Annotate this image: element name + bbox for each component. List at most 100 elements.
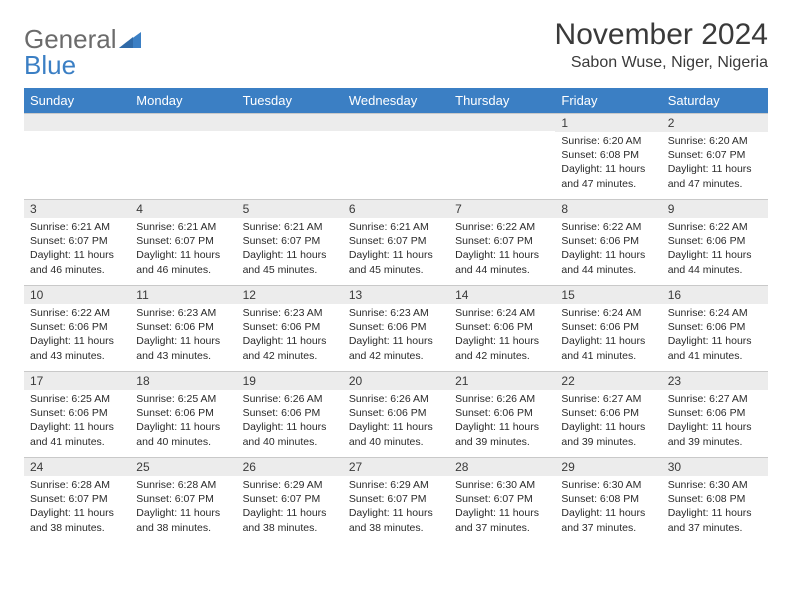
- day-details: Sunrise: 6:22 AMSunset: 6:06 PMDaylight:…: [24, 304, 130, 367]
- calendar-day-cell: [130, 114, 236, 200]
- day-number: 30: [662, 458, 768, 476]
- calendar-week-row: 17Sunrise: 6:25 AMSunset: 6:06 PMDayligh…: [24, 372, 768, 458]
- calendar-day-cell: 10Sunrise: 6:22 AMSunset: 6:06 PMDayligh…: [24, 286, 130, 372]
- day-details: Sunrise: 6:30 AMSunset: 6:07 PMDaylight:…: [449, 476, 555, 539]
- day-details: Sunrise: 6:22 AMSunset: 6:06 PMDaylight:…: [662, 218, 768, 281]
- day-number: 14: [449, 286, 555, 304]
- day-details: Sunrise: 6:29 AMSunset: 6:07 PMDaylight:…: [237, 476, 343, 539]
- calendar-day-cell: 8Sunrise: 6:22 AMSunset: 6:06 PMDaylight…: [555, 200, 661, 286]
- calendar-day-cell: 3Sunrise: 6:21 AMSunset: 6:07 PMDaylight…: [24, 200, 130, 286]
- day-details: Sunrise: 6:25 AMSunset: 6:06 PMDaylight:…: [130, 390, 236, 453]
- day-number: 3: [24, 200, 130, 218]
- day-number: 6: [343, 200, 449, 218]
- day-number: [343, 114, 449, 131]
- day-number: 22: [555, 372, 661, 390]
- day-number: [237, 114, 343, 131]
- calendar-day-cell: 22Sunrise: 6:27 AMSunset: 6:06 PMDayligh…: [555, 372, 661, 458]
- day-details: Sunrise: 6:29 AMSunset: 6:07 PMDaylight:…: [343, 476, 449, 539]
- day-number: [24, 114, 130, 131]
- day-details: Sunrise: 6:26 AMSunset: 6:06 PMDaylight:…: [343, 390, 449, 453]
- day-details: Sunrise: 6:27 AMSunset: 6:06 PMDaylight:…: [555, 390, 661, 453]
- calendar-day-cell: 23Sunrise: 6:27 AMSunset: 6:06 PMDayligh…: [662, 372, 768, 458]
- month-title: November 2024: [555, 18, 768, 52]
- calendar-day-cell: [343, 114, 449, 200]
- day-number: 23: [662, 372, 768, 390]
- day-number: 28: [449, 458, 555, 476]
- day-details: Sunrise: 6:28 AMSunset: 6:07 PMDaylight:…: [130, 476, 236, 539]
- day-details: Sunrise: 6:30 AMSunset: 6:08 PMDaylight:…: [662, 476, 768, 539]
- day-details: Sunrise: 6:20 AMSunset: 6:08 PMDaylight:…: [555, 132, 661, 195]
- calendar-day-cell: 14Sunrise: 6:24 AMSunset: 6:06 PMDayligh…: [449, 286, 555, 372]
- calendar-week-row: 10Sunrise: 6:22 AMSunset: 6:06 PMDayligh…: [24, 286, 768, 372]
- weekday-header: Friday: [555, 88, 661, 114]
- day-details: Sunrise: 6:26 AMSunset: 6:06 PMDaylight:…: [237, 390, 343, 453]
- day-number: 10: [24, 286, 130, 304]
- day-number: 19: [237, 372, 343, 390]
- calendar-day-cell: 9Sunrise: 6:22 AMSunset: 6:06 PMDaylight…: [662, 200, 768, 286]
- day-details: Sunrise: 6:20 AMSunset: 6:07 PMDaylight:…: [662, 132, 768, 195]
- weekday-header-row: SundayMondayTuesdayWednesdayThursdayFrid…: [24, 88, 768, 114]
- calendar-day-cell: 30Sunrise: 6:30 AMSunset: 6:08 PMDayligh…: [662, 458, 768, 544]
- calendar-week-row: 1Sunrise: 6:20 AMSunset: 6:08 PMDaylight…: [24, 114, 768, 200]
- day-details: Sunrise: 6:26 AMSunset: 6:06 PMDaylight:…: [449, 390, 555, 453]
- day-details: Sunrise: 6:21 AMSunset: 6:07 PMDaylight:…: [130, 218, 236, 281]
- day-details: Sunrise: 6:23 AMSunset: 6:06 PMDaylight:…: [237, 304, 343, 367]
- weekday-header: Monday: [130, 88, 236, 114]
- calendar-day-cell: 15Sunrise: 6:24 AMSunset: 6:06 PMDayligh…: [555, 286, 661, 372]
- day-number: 25: [130, 458, 236, 476]
- day-details: Sunrise: 6:24 AMSunset: 6:06 PMDaylight:…: [662, 304, 768, 367]
- calendar-day-cell: 29Sunrise: 6:30 AMSunset: 6:08 PMDayligh…: [555, 458, 661, 544]
- day-number: 12: [237, 286, 343, 304]
- day-number: 9: [662, 200, 768, 218]
- day-number: 7: [449, 200, 555, 218]
- day-details: Sunrise: 6:23 AMSunset: 6:06 PMDaylight:…: [343, 304, 449, 367]
- calendar-day-cell: 16Sunrise: 6:24 AMSunset: 6:06 PMDayligh…: [662, 286, 768, 372]
- calendar-day-cell: 5Sunrise: 6:21 AMSunset: 6:07 PMDaylight…: [237, 200, 343, 286]
- calendar-day-cell: 28Sunrise: 6:30 AMSunset: 6:07 PMDayligh…: [449, 458, 555, 544]
- weekday-header: Wednesday: [343, 88, 449, 114]
- location-label: Sabon Wuse, Niger, Nigeria: [555, 54, 768, 72]
- calendar-day-cell: 6Sunrise: 6:21 AMSunset: 6:07 PMDaylight…: [343, 200, 449, 286]
- day-details: Sunrise: 6:24 AMSunset: 6:06 PMDaylight:…: [449, 304, 555, 367]
- day-number: 17: [24, 372, 130, 390]
- day-details: Sunrise: 6:24 AMSunset: 6:06 PMDaylight:…: [555, 304, 661, 367]
- day-details: Sunrise: 6:28 AMSunset: 6:07 PMDaylight:…: [24, 476, 130, 539]
- calendar-day-cell: 21Sunrise: 6:26 AMSunset: 6:06 PMDayligh…: [449, 372, 555, 458]
- calendar-week-row: 24Sunrise: 6:28 AMSunset: 6:07 PMDayligh…: [24, 458, 768, 544]
- day-number: 27: [343, 458, 449, 476]
- day-details: Sunrise: 6:21 AMSunset: 6:07 PMDaylight:…: [24, 218, 130, 281]
- day-number: 4: [130, 200, 236, 218]
- calendar-day-cell: 2Sunrise: 6:20 AMSunset: 6:07 PMDaylight…: [662, 114, 768, 200]
- calendar-day-cell: [24, 114, 130, 200]
- calendar-day-cell: 7Sunrise: 6:22 AMSunset: 6:07 PMDaylight…: [449, 200, 555, 286]
- calendar-day-cell: 25Sunrise: 6:28 AMSunset: 6:07 PMDayligh…: [130, 458, 236, 544]
- day-details: Sunrise: 6:30 AMSunset: 6:08 PMDaylight:…: [555, 476, 661, 539]
- day-details: Sunrise: 6:27 AMSunset: 6:06 PMDaylight:…: [662, 390, 768, 453]
- calendar-day-cell: 19Sunrise: 6:26 AMSunset: 6:06 PMDayligh…: [237, 372, 343, 458]
- sail-icon: [119, 26, 141, 42]
- calendar-day-cell: 11Sunrise: 6:23 AMSunset: 6:06 PMDayligh…: [130, 286, 236, 372]
- brand-part2: Blue: [24, 50, 76, 80]
- calendar-day-cell: 20Sunrise: 6:26 AMSunset: 6:06 PMDayligh…: [343, 372, 449, 458]
- calendar-day-cell: 27Sunrise: 6:29 AMSunset: 6:07 PMDayligh…: [343, 458, 449, 544]
- day-number: 16: [662, 286, 768, 304]
- day-number: 20: [343, 372, 449, 390]
- title-block: November 2024 Sabon Wuse, Niger, Nigeria: [555, 18, 768, 72]
- calendar-day-cell: 18Sunrise: 6:25 AMSunset: 6:06 PMDayligh…: [130, 372, 236, 458]
- calendar-day-cell: 17Sunrise: 6:25 AMSunset: 6:06 PMDayligh…: [24, 372, 130, 458]
- day-details: Sunrise: 6:21 AMSunset: 6:07 PMDaylight:…: [343, 218, 449, 281]
- weekday-header: Saturday: [662, 88, 768, 114]
- calendar-day-cell: [237, 114, 343, 200]
- day-number: 5: [237, 200, 343, 218]
- weekday-header: Tuesday: [237, 88, 343, 114]
- calendar-day-cell: 26Sunrise: 6:29 AMSunset: 6:07 PMDayligh…: [237, 458, 343, 544]
- day-number: 21: [449, 372, 555, 390]
- day-number: 13: [343, 286, 449, 304]
- day-number: 1: [555, 114, 661, 132]
- calendar-day-cell: 1Sunrise: 6:20 AMSunset: 6:08 PMDaylight…: [555, 114, 661, 200]
- calendar-day-cell: 24Sunrise: 6:28 AMSunset: 6:07 PMDayligh…: [24, 458, 130, 544]
- day-number: 24: [24, 458, 130, 476]
- day-details: Sunrise: 6:23 AMSunset: 6:06 PMDaylight:…: [130, 304, 236, 367]
- weekday-header: Sunday: [24, 88, 130, 114]
- calendar-day-cell: [449, 114, 555, 200]
